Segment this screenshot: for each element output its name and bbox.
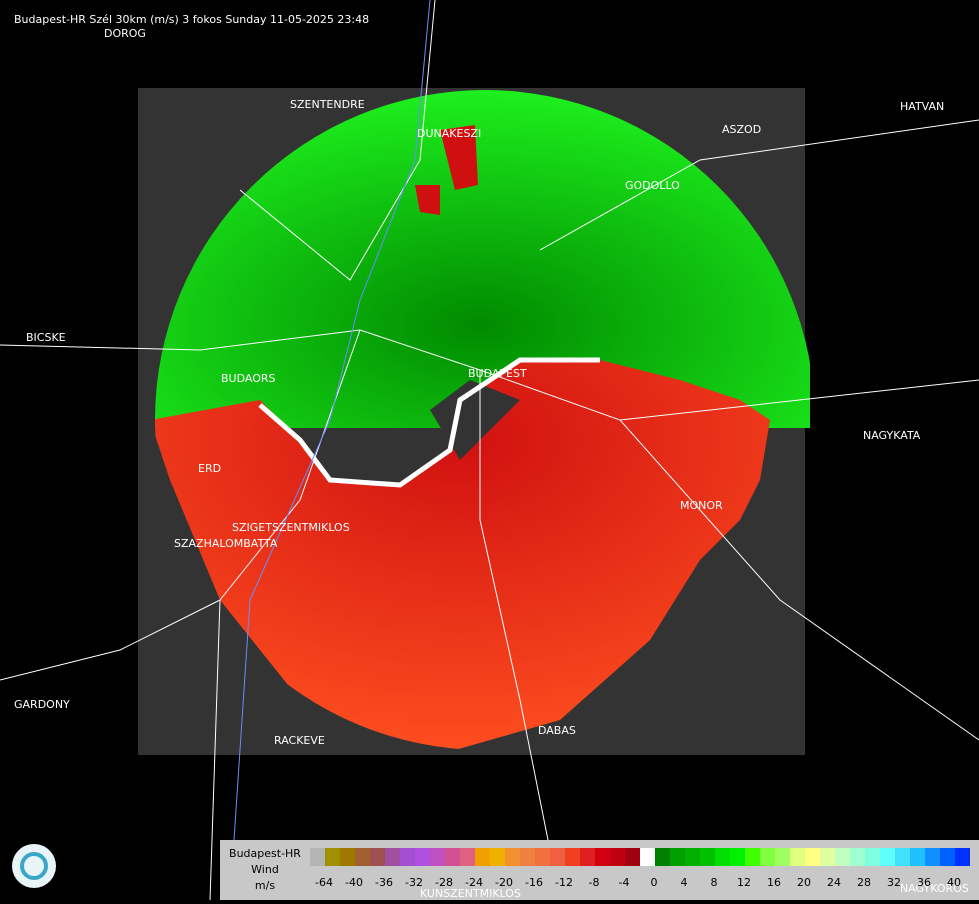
legend-swatch (805, 848, 820, 866)
town-label: MONOR (680, 499, 723, 512)
town-label: SZENTENDRE (290, 98, 365, 111)
legend-tick: 28 (857, 876, 871, 889)
river (229, 0, 431, 901)
legend-swatch (595, 848, 610, 866)
legend-swatch (475, 848, 490, 866)
legend-swatch (955, 848, 970, 866)
legend-tick: -12 (555, 876, 573, 889)
legend-tick: -24 (465, 876, 483, 889)
town-label: ASZOD (722, 123, 761, 136)
legend-swatch (610, 848, 625, 866)
legend-swatch (865, 848, 880, 866)
town-label: GARDONY (14, 698, 70, 711)
legend-swatch (370, 848, 385, 866)
legend-tick: -8 (589, 876, 600, 889)
legend-swatch (355, 848, 370, 866)
legend-swatch (310, 848, 325, 866)
legend-unit: m/s (255, 879, 275, 892)
town-label: SZIGETSZENTMIKLOS (232, 521, 350, 534)
legend-swatch (430, 848, 445, 866)
legend-swatch (415, 848, 430, 866)
legend-swatch (880, 848, 895, 866)
town-label: NAGYKATA (863, 429, 921, 442)
legend-swatch (490, 848, 505, 866)
legend-tick: 16 (767, 876, 781, 889)
legend-swatch (565, 848, 580, 866)
legend-tick: 8 (711, 876, 718, 889)
legend-tick: 36 (917, 876, 931, 889)
title: Budapest-HR Szél 30km (m/s) 3 fokos Sund… (14, 13, 369, 26)
legend-swatch (670, 848, 685, 866)
legend-swatch (445, 848, 460, 866)
legend-tick: -40 (345, 876, 363, 889)
legend-swatch (700, 848, 715, 866)
legend-swatch (580, 848, 595, 866)
logo-mark (20, 852, 48, 880)
legend-tick: 12 (737, 876, 751, 889)
town-label: BICSKE (26, 331, 66, 344)
legend-swatch (730, 848, 745, 866)
legend-swatch (820, 848, 835, 866)
legend-tick: 20 (797, 876, 811, 889)
legend-tick: -16 (525, 876, 543, 889)
legend-swatch (850, 848, 865, 866)
legend-tick: 40 (947, 876, 961, 889)
legend-tick: -32 (405, 876, 423, 889)
legend-station: Budapest-HR (229, 847, 301, 860)
legend-tick: 4 (681, 876, 688, 889)
legend-tick: 32 (887, 876, 901, 889)
legend-swatch (520, 848, 535, 866)
legend-swatch (460, 848, 475, 866)
legend-swatch (535, 848, 550, 866)
town-label: NAGYKOROS (900, 882, 969, 895)
legend-swatch (655, 848, 670, 866)
legend-swatch (835, 848, 850, 866)
legend-swatch (745, 848, 760, 866)
legend-swatch (340, 848, 355, 866)
legend-swatch (400, 848, 415, 866)
town-label: BUDAPEST (468, 367, 527, 380)
town-label: SZAZHALOMBATTA (174, 537, 278, 550)
legend-quantity: Wind (251, 863, 279, 876)
town-label: DABAS (538, 724, 576, 737)
legend-tick: -4 (619, 876, 630, 889)
legend-swatch (505, 848, 520, 866)
town-label: DOROG (104, 27, 146, 40)
legend-swatch (715, 848, 730, 866)
legend-swatch (550, 848, 565, 866)
legend-swatch (775, 848, 790, 866)
legend-swatch (625, 848, 640, 866)
town-label: DUNAKESZI (417, 127, 481, 140)
legend-swatch (640, 848, 655, 866)
town-label: KUNSZENTMIKLOS (420, 887, 521, 900)
town-label: RACKEVE (274, 734, 325, 747)
legend-swatch (940, 848, 955, 866)
legend-swatch (325, 848, 340, 866)
legend-tick: -20 (495, 876, 513, 889)
legend-tick: -64 (315, 876, 333, 889)
legend-tick: -36 (375, 876, 393, 889)
legend-swatch (895, 848, 910, 866)
town-label: GODOLLO (625, 179, 680, 192)
legend-swatch (685, 848, 700, 866)
legend-swatch (385, 848, 400, 866)
legend-tick: -28 (435, 876, 453, 889)
town-label: ERD (198, 462, 221, 475)
town-label: BUDAORS (221, 372, 276, 385)
legend-swatch (925, 848, 940, 866)
legend-swatch (910, 848, 925, 866)
town-label: HATVAN (900, 100, 944, 113)
legend-tick: 24 (827, 876, 841, 889)
legend-swatch (790, 848, 805, 866)
legend-tick: 0 (651, 876, 658, 889)
legend-swatch (760, 848, 775, 866)
logo (12, 844, 56, 888)
